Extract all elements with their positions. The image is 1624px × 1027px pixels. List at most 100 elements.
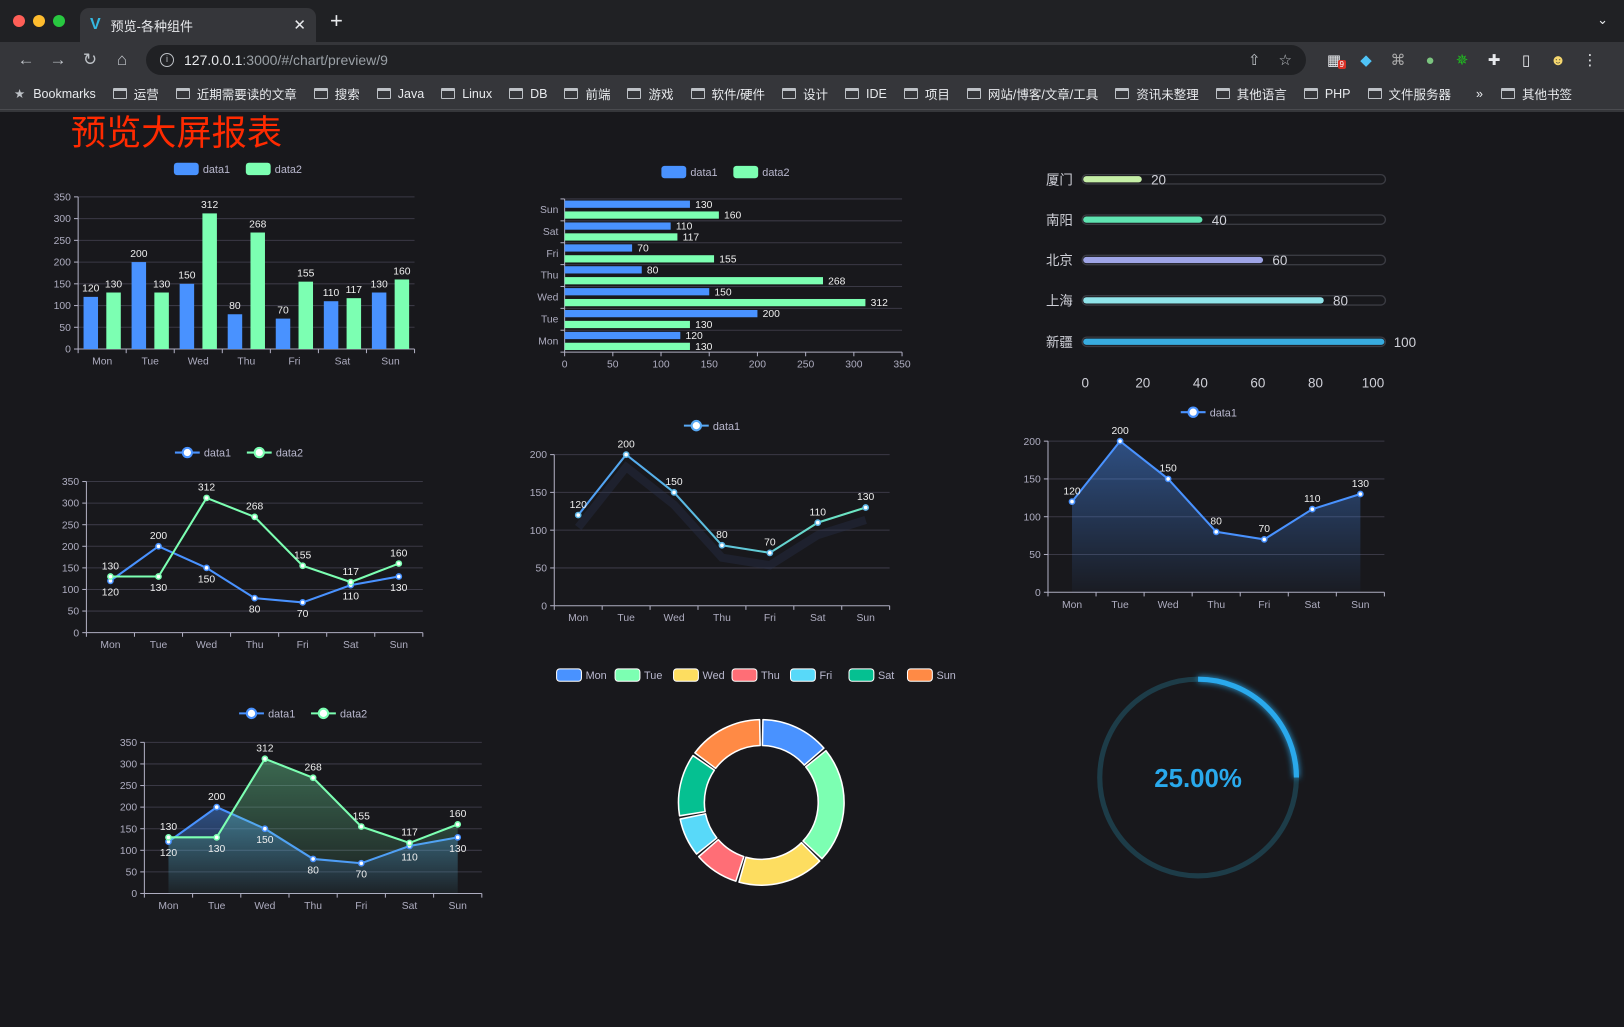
data-label: 200 (763, 309, 781, 320)
folder-icon (1215, 88, 1230, 99)
other-bookmarks[interactable]: 其他书签 (1500, 84, 1572, 103)
menu-kebab-icon[interactable]: ⋮ (1582, 52, 1598, 69)
data-point (165, 833, 172, 841)
extension-command-icon[interactable]: ⌘ (1390, 52, 1406, 69)
y-tick-label: 0 (73, 628, 79, 639)
bookmark-item[interactable]: PHP (1303, 87, 1351, 101)
data-point (261, 825, 269, 833)
legend-label: data1 (268, 709, 295, 721)
extension-diamond-icon[interactable]: ◆ (1360, 52, 1372, 69)
bookmark-item[interactable]: 搜索 (313, 84, 360, 103)
data-label: 70 (297, 609, 309, 620)
data-label: 312 (201, 200, 219, 211)
progress-fill (1083, 338, 1385, 345)
browser-tab[interactable]: V 预览-各种组件 ✕ (80, 8, 316, 42)
bookmarks-overflow-button[interactable]: » (1476, 86, 1483, 101)
data-label: 130 (695, 200, 713, 211)
bookmark-item[interactable]: 网站/博客/文章/工具 (966, 84, 1098, 103)
back-icon[interactable]: ← (17, 50, 35, 69)
bar-data1 (83, 296, 99, 350)
forward-icon[interactable]: → (49, 50, 67, 69)
data-point (347, 578, 355, 586)
x-tick-label: Thu (237, 357, 255, 368)
bookmark-item[interactable]: 运营 (112, 84, 159, 103)
close-window-button[interactable] (13, 15, 25, 27)
extensions-puzzle-icon[interactable]: ✚ (1487, 52, 1501, 69)
data-label: 120 (102, 587, 120, 598)
legend-label: data1 (690, 167, 717, 179)
data-point (1068, 498, 1076, 505)
address-bar[interactable]: i 127.0.0.1:3000/#/chart/preview/9 ⇧ ☆ (146, 45, 1306, 75)
x-tick-label: Wed (663, 613, 684, 624)
data-label: 130 (370, 279, 388, 290)
minimize-window-button[interactable] (33, 15, 45, 27)
legend-label: Thu (761, 670, 780, 682)
new-tab-button[interactable]: + (330, 8, 343, 33)
folder-icon (627, 88, 642, 99)
bookmark-label: 文件服务器 (1388, 88, 1452, 102)
browser-chrome: V 预览-各种组件 ✕ + ⌄ ← → ↻ ⌂ i 127.0.0.1:3000… (0, 0, 1624, 112)
data-point (309, 855, 317, 863)
bookmark-item[interactable]: 文件服务器 (1367, 84, 1452, 103)
maximize-window-button[interactable] (53, 15, 65, 27)
info-icon[interactable]: i (160, 53, 174, 67)
side-panel-icon[interactable]: ▯ (1521, 52, 1531, 69)
bookmark-label: DB (530, 86, 548, 101)
data-point (251, 513, 258, 521)
bookmark-item[interactable]: 其他语言 (1215, 84, 1287, 103)
tab-title: 预览-各种组件 (110, 18, 194, 34)
star-icon: ★ (14, 87, 26, 101)
bookmark-item[interactable]: 项目 (903, 84, 950, 103)
bookmark-item[interactable]: 资讯未整理 (1115, 84, 1199, 103)
bookmark-item[interactable]: 游戏 (627, 84, 674, 103)
share-icon[interactable]: ⇧ (1247, 52, 1261, 69)
data-label: 268 (249, 219, 267, 230)
bookmark-item[interactable]: ★ Bookmarks (14, 86, 96, 102)
legend-marker-icon (690, 419, 703, 432)
data-label: 150 (256, 835, 274, 846)
reload-icon[interactable]: ↻ (82, 50, 98, 69)
extension-badge: 9 (1337, 60, 1346, 69)
bookmark-item[interactable]: Linux (441, 87, 492, 101)
data-label: 312 (256, 744, 274, 755)
bookmark-item[interactable]: 近期需要读的文章 (175, 84, 297, 103)
legend-label: Fri (820, 670, 833, 682)
bar-data1 (564, 244, 633, 252)
data-label: 130 (857, 492, 875, 503)
bookmark-item[interactable]: 设计 (781, 84, 828, 103)
bookmark-star-icon[interactable]: ☆ (1278, 52, 1292, 69)
x-tick-label: Mon (100, 640, 120, 651)
extension-grid-icon[interactable]: ▦ 9 (1326, 52, 1346, 69)
bookmark-item[interactable]: 前端 (564, 84, 610, 103)
pie-slice-Wed (738, 841, 821, 886)
home-icon[interactable]: ⌂ (116, 50, 128, 69)
data-label: 120 (82, 284, 100, 295)
bookmark-item[interactable]: 软件/硬件 (690, 84, 765, 103)
x-tick-label: 150 (701, 360, 719, 371)
folder-icon (376, 88, 391, 99)
folder-icon (845, 88, 859, 99)
bar-data2 (564, 298, 866, 307)
data-label: 117 (346, 285, 363, 296)
x-tick-label: Mon (1062, 600, 1082, 611)
y-tick-label: 0 (131, 889, 137, 900)
url-host: 127.0.0.1 (184, 52, 243, 68)
data-label: 130 (695, 320, 713, 331)
profile-avatar[interactable]: ☻ (1550, 51, 1566, 69)
dashboard-board: 预览大屏报表 data1 data2050100150200250300350Mo… (54, 114, 1417, 912)
x-tick-label: Thu (1207, 600, 1225, 611)
bar-data1 (564, 288, 710, 296)
extension-star-icon[interactable]: ✵ (1455, 52, 1469, 69)
x-tick-label: 0 (562, 360, 568, 371)
x-tick-label: 40 (1193, 375, 1208, 390)
bookmark-item[interactable]: Java (376, 87, 424, 101)
gauge-value: 25.00% (1154, 765, 1242, 793)
vue-favicon-icon: V (90, 16, 101, 33)
data-point (309, 774, 317, 782)
bookmark-item[interactable]: IDE (845, 87, 887, 101)
x-tick-label: Wed (188, 357, 209, 368)
extension-circle-icon[interactable]: ● (1425, 51, 1435, 69)
tab-search-chevron-icon[interactable]: ⌄ (1597, 12, 1608, 27)
close-tab-icon[interactable]: ✕ (293, 17, 306, 34)
bookmark-item[interactable]: DB (509, 87, 547, 101)
